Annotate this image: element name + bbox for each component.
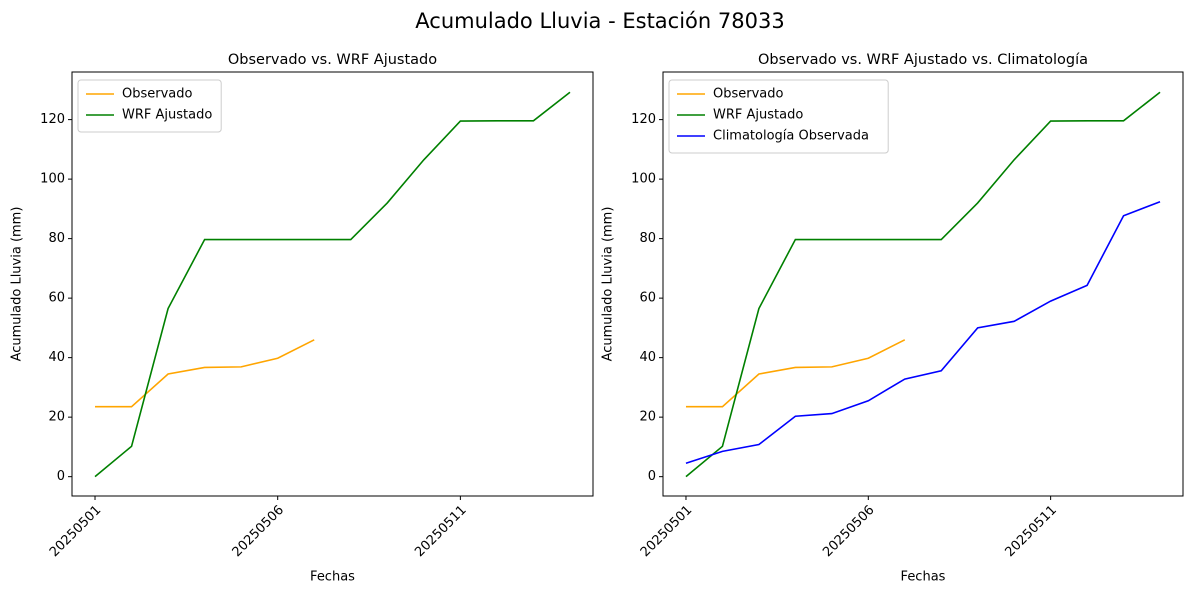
legend-label: Climatología Observada — [713, 129, 869, 144]
plot-frame — [71, 71, 594, 497]
y-tick-label: 120 — [40, 112, 65, 127]
legend-label: Observado — [122, 87, 193, 102]
series-line — [685, 339, 906, 408]
x-tick-label: 20250506 — [230, 503, 287, 560]
series-line — [685, 200, 1161, 465]
x-tick-label: 20250501 — [47, 503, 104, 560]
x-tick-label: 20250501 — [638, 503, 695, 560]
y-tick-label: 20 — [48, 410, 65, 425]
y-tick-label: 120 — [631, 112, 656, 127]
x-tick-label: 20250511 — [412, 503, 469, 560]
y-tick-label: 40 — [639, 350, 656, 365]
x-tick-label: 20250506 — [820, 503, 877, 560]
panel-title: Observado vs. WRF Ajustado vs. Climatolo… — [758, 52, 1088, 68]
y-tick-label: 60 — [639, 291, 656, 306]
y-axis-label: Acumulado Lluvia (mm) — [10, 207, 25, 362]
legend-label: WRF Ajustado — [713, 108, 803, 123]
y-tick-label: 0 — [57, 469, 65, 484]
x-axis-label: Fechas — [901, 570, 946, 585]
plot-frame — [662, 71, 1184, 497]
y-tick-label: 40 — [48, 350, 65, 365]
panel-title: Observado vs. WRF Ajustado — [228, 52, 437, 68]
y-tick-label: 80 — [639, 231, 656, 246]
series-line — [685, 91, 1161, 478]
y-tick-label: 20 — [639, 410, 656, 425]
x-axis-label: Fechas — [310, 570, 355, 585]
legend-label: Observado — [713, 87, 784, 102]
legend-label: WRF Ajustado — [122, 108, 212, 123]
y-tick-label: 0 — [648, 469, 656, 484]
legend-box — [77, 79, 222, 133]
y-tick-label: 80 — [48, 231, 65, 246]
x-tick-label: 20250511 — [1003, 503, 1060, 560]
series-line — [95, 339, 315, 408]
y-tick-label: 100 — [631, 172, 656, 187]
legend-box — [668, 79, 889, 154]
y-axis-label: Acumulado Lluvia (mm) — [601, 207, 616, 362]
series-line — [94, 91, 571, 478]
figure-title: Acumulado Lluvia - Estación 78033 — [415, 9, 784, 33]
y-tick-label: 100 — [40, 172, 65, 187]
y-tick-label: 60 — [48, 291, 65, 306]
